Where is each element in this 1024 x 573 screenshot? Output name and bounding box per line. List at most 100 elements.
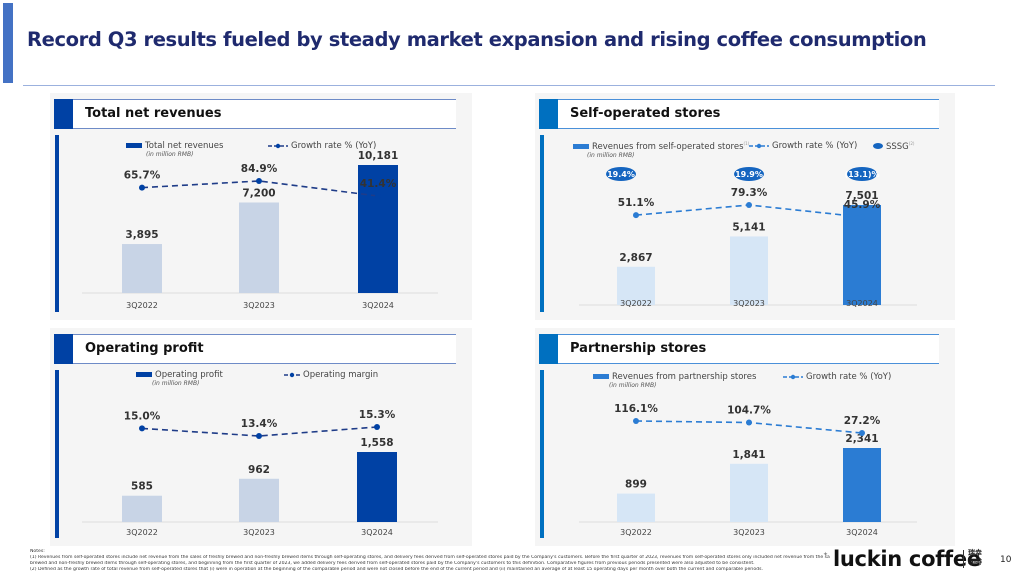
header-accent-square bbox=[54, 99, 73, 129]
bar-value-label: 7,200 bbox=[242, 187, 275, 199]
legend-bar-swatch bbox=[593, 374, 609, 379]
line-value-label: 27.2% bbox=[844, 415, 881, 427]
logo-divider bbox=[963, 550, 964, 568]
panel-accent-bar bbox=[55, 370, 59, 538]
line-value-label: 15.3% bbox=[359, 409, 396, 421]
legend-line-label: Operating margin bbox=[303, 370, 379, 380]
line-value-label: 104.7% bbox=[727, 405, 771, 417]
bar-value-label: 899 bbox=[625, 479, 647, 491]
legend-line: Growth rate % (YoY) bbox=[749, 141, 857, 151]
legend-bar: Revenues from partnership stores (in mil… bbox=[593, 372, 756, 389]
panel-accent-bar bbox=[540, 135, 544, 312]
line-value-label: 15.0% bbox=[124, 410, 161, 422]
legend-line-marker-icon bbox=[749, 143, 769, 148]
x-tick-label: 3Q2022 bbox=[126, 301, 158, 310]
bar-value-label: 1,558 bbox=[360, 437, 393, 449]
x-tick-label: 3Q2023 bbox=[243, 528, 275, 537]
line-point bbox=[139, 184, 145, 191]
legend-bar-swatch bbox=[573, 143, 589, 149]
legend-line: Growth rate % (YoY) bbox=[268, 141, 376, 151]
x-tick-label: 3Q2024 bbox=[362, 301, 394, 310]
bar-3Q2024 bbox=[357, 452, 397, 522]
bar-value-label: 10,181 bbox=[358, 150, 399, 162]
line-value-label: 65.7% bbox=[124, 170, 161, 182]
deer-mark-icon: ✦ bbox=[823, 551, 829, 558]
sssg-badge bbox=[734, 167, 764, 181]
bar-3Q2022 bbox=[617, 493, 655, 522]
bar-3Q2023 bbox=[730, 463, 768, 522]
bar-value-label: 962 bbox=[248, 464, 270, 476]
sssg-badge bbox=[847, 167, 877, 181]
bar-3Q2023 bbox=[239, 202, 279, 293]
header-accent-square bbox=[539, 334, 558, 364]
chart-total-net-revenues: 3,895 3Q2022 7,200 3Q2023 10,181 3Q2024 65.7% 8… bbox=[82, 150, 438, 310]
x-tick-label: 3Q2024 bbox=[846, 299, 878, 308]
header-accent-square bbox=[54, 334, 73, 364]
line-value-label: 116.1% bbox=[614, 403, 658, 415]
chart-operating-profit: 585 3Q2022 962 3Q2023 1,558 3Q2024 15.0% 13.4% 1… bbox=[82, 409, 438, 537]
legend-sssg-oval-icon bbox=[873, 143, 883, 150]
legend-bar-label: Revenues from partnership stores bbox=[612, 372, 757, 382]
line-value-label: 79.3% bbox=[731, 187, 768, 199]
legend-line-marker-icon bbox=[783, 374, 803, 379]
x-tick-label: 3Q2022 bbox=[620, 528, 652, 537]
legend-unit: (in million RMB) bbox=[146, 151, 194, 158]
panel-header: Self-operated stores bbox=[539, 99, 939, 129]
panel-accent-bar bbox=[540, 370, 544, 538]
legend-bar-label: Revenues from self-operated stores bbox=[592, 141, 744, 152]
footnotes: Notes: (1) Revenues from self-operated s… bbox=[30, 549, 830, 573]
sssg-badge-label: (13.1)% bbox=[844, 170, 879, 179]
legend-unit: (in million RMB) bbox=[587, 151, 635, 159]
x-tick-label: 3Q2022 bbox=[126, 528, 158, 537]
legend-bar: Operating profit (in million RMB) bbox=[136, 370, 223, 387]
bar-value-label: 1,841 bbox=[732, 449, 765, 461]
brand-cn-line2: 咖啡 bbox=[968, 558, 982, 566]
line-point bbox=[256, 433, 262, 439]
legend-footnote: (2) bbox=[908, 141, 915, 146]
legend-bar-label: Total net revenues bbox=[145, 141, 224, 151]
x-tick-label: 3Q2023 bbox=[243, 301, 275, 310]
header-accent-square bbox=[539, 99, 558, 129]
x-tick-label: 3Q2024 bbox=[361, 528, 393, 537]
line-point bbox=[256, 178, 262, 184]
bar-3Q2022 bbox=[122, 244, 162, 293]
bar-3Q2024 bbox=[843, 205, 881, 305]
line-value-label: 45.9% bbox=[844, 199, 881, 211]
bar-value-label: 585 bbox=[131, 481, 153, 493]
legend-footnote: (1) bbox=[743, 141, 750, 146]
panel-operating-profit: Operating profit Operating profit (in mi… bbox=[50, 328, 472, 546]
x-tick-label: 3Q2024 bbox=[846, 528, 878, 537]
bar-value-label: 3,895 bbox=[125, 229, 158, 241]
line-point bbox=[375, 193, 381, 199]
panel-partnership-stores: Partnership stores Revenues from partner… bbox=[535, 328, 955, 546]
sssg-badge-label: 19.4% bbox=[607, 170, 635, 179]
panel-header: Partnership stores bbox=[539, 334, 939, 364]
bar-3Q2023 bbox=[730, 236, 768, 305]
legend-line-marker-icon bbox=[268, 143, 288, 148]
legend-line-marker-icon bbox=[284, 372, 300, 377]
bar-value-label: 2,867 bbox=[619, 252, 652, 264]
brand-cn-line1: 瑞幸 bbox=[968, 549, 982, 557]
legend-sssg: SSSG(2) bbox=[873, 141, 914, 152]
bar-3Q2024 bbox=[843, 448, 881, 522]
title-divider bbox=[23, 85, 995, 86]
brand-logo-cn: 瑞幸 咖啡 bbox=[968, 549, 982, 567]
panel-title: Self-operated stores bbox=[570, 106, 721, 121]
x-tick-label: 3Q2023 bbox=[733, 299, 765, 308]
line-point bbox=[633, 418, 639, 424]
line-point bbox=[859, 430, 865, 436]
bar-value-label: 2,341 bbox=[845, 433, 878, 445]
line-point bbox=[746, 202, 752, 208]
panel-header: Operating profit bbox=[54, 334, 456, 364]
footnote-line: (2) Defined as the growth rate of total … bbox=[30, 567, 764, 572]
legend-bar-label: Operating profit bbox=[155, 370, 223, 380]
panel-title: Partnership stores bbox=[570, 341, 707, 356]
legend-unit: (in million RMB) bbox=[152, 380, 200, 387]
bar-3Q2024 bbox=[358, 165, 398, 293]
sssg-badge-label: 19.9% bbox=[735, 170, 763, 179]
x-tick-label: 3Q2023 bbox=[733, 528, 765, 537]
line-value-label: 41.4% bbox=[360, 178, 397, 190]
line-point bbox=[139, 425, 145, 432]
x-tick-label: 3Q2022 bbox=[620, 299, 652, 308]
bar-value-label: 5,141 bbox=[732, 221, 765, 233]
